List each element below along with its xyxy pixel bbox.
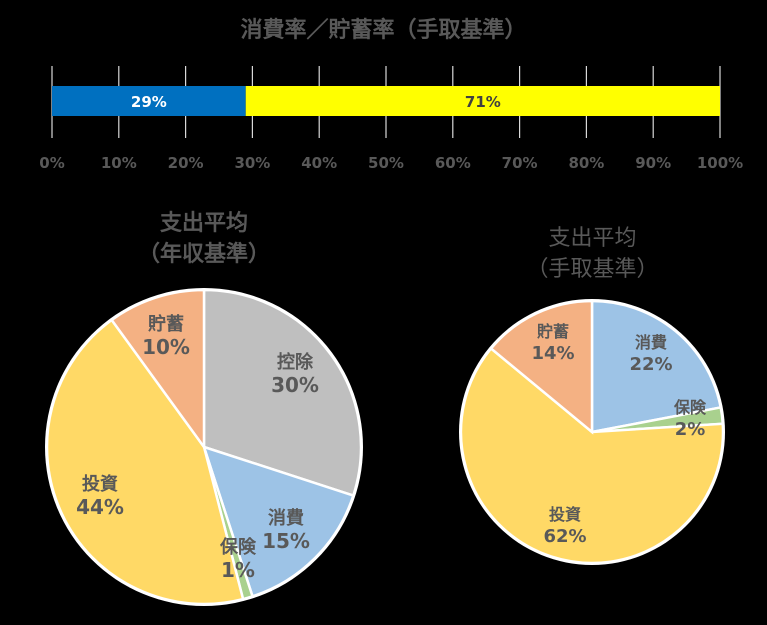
pie-slice	[590, 299, 723, 434]
x-tick-label: 80%	[568, 154, 604, 172]
slice-label: 控除	[277, 351, 314, 373]
pie-slice	[459, 346, 725, 565]
pie-left-title-line2: （年収基準）	[137, 242, 270, 267]
pie-right-title-line1: 支出平均	[548, 226, 637, 251]
bar-segment-label: 71%	[465, 93, 501, 111]
slice-label: 貯蓄	[148, 313, 184, 335]
pie-slice	[45, 318, 245, 606]
slice-label: 保険	[219, 536, 257, 558]
slice-value: 62%	[543, 526, 586, 547]
pie-right-title: 支出平均 （手取基準）	[440, 223, 745, 285]
slice-label: 投資	[82, 473, 118, 495]
pie-slice	[489, 299, 594, 435]
x-tick-label: 50%	[368, 154, 404, 172]
bar-chart-title: 消費率／貯蓄率（手取基準）	[240, 18, 527, 43]
x-tick-label: 70%	[502, 154, 538, 172]
slice-value: 1%	[221, 558, 255, 582]
slice-value: 44%	[76, 495, 124, 519]
slice-label: 投資	[549, 505, 581, 524]
pie-left-title: 支出平均 （年収基準）	[54, 208, 354, 270]
slice-label: 消費	[268, 507, 304, 529]
x-tick-label: 90%	[635, 154, 671, 172]
slice-value: 30%	[271, 373, 319, 397]
x-tick-label: 30%	[234, 154, 270, 172]
pie-slice	[202, 288, 363, 498]
bar-segment	[245, 86, 720, 116]
stacked-bar-chart: 0% 10% 20% 30% 40% 50% 60% 70% 80% 90% 100% 29% 71%	[39, 66, 743, 172]
bar-segment-label: 29%	[131, 93, 167, 111]
x-tick-label: 20%	[168, 154, 204, 172]
slice-label: 保険	[673, 398, 707, 417]
slice-label: 消費	[635, 333, 667, 352]
pie-right-title-line2: （手取基準）	[526, 257, 659, 282]
bar-segment	[52, 86, 246, 116]
slice-value: 2%	[675, 419, 706, 440]
x-tick-label: 0%	[39, 154, 64, 172]
x-tick-label: 60%	[435, 154, 471, 172]
slice-value: 22%	[629, 354, 672, 375]
pie-left-title-line1: 支出平均	[159, 211, 248, 236]
slice-value: 10%	[142, 335, 190, 359]
slice-label: 貯蓄	[537, 322, 569, 341]
slice-value: 14%	[531, 343, 574, 364]
slice-value: 15%	[262, 529, 310, 553]
x-tick-label: 40%	[301, 154, 337, 172]
x-tick-label: 10%	[101, 154, 137, 172]
x-tick-label: 100%	[697, 154, 743, 172]
pie-slice	[109, 288, 206, 451]
